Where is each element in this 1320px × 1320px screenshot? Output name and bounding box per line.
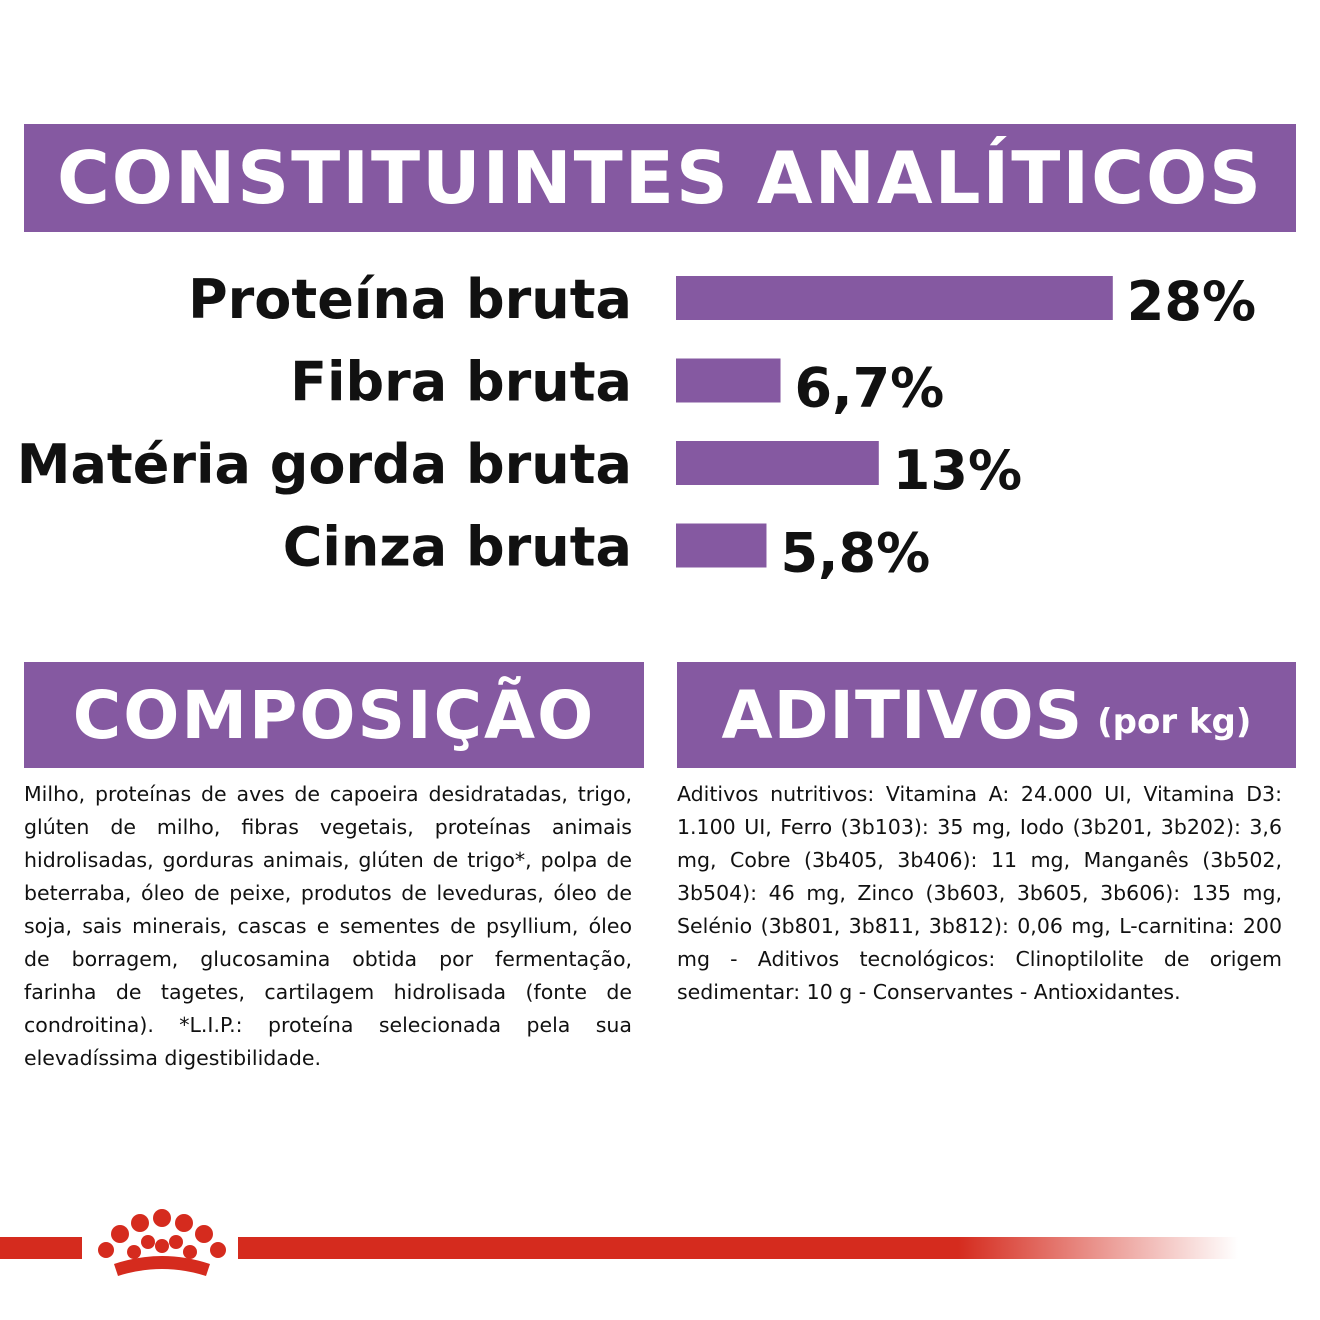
value-label: 28% (1127, 270, 1256, 333)
additives-text: Aditivos nutritivos: Vitamina A: 24.000 … (677, 782, 1282, 1004)
bar (676, 523, 767, 568)
composition-title: COMPOSIÇÃO (72, 676, 596, 754)
value-label: 5,8% (780, 522, 930, 585)
category-label: Matéria gorda bruta (17, 433, 632, 496)
category-label: Cinza bruta (283, 516, 632, 579)
bar (676, 276, 1113, 320)
royal-canin-crown-icon (98, 1209, 226, 1276)
analytics-banner: CONSTITUINTES ANALÍTICOS (24, 124, 1296, 232)
additives-banner: ADITIVOS (por kg) (677, 662, 1296, 768)
analytics-title: CONSTITUINTES ANALÍTICOS (56, 136, 1264, 220)
category-label: Fibra bruta (290, 351, 632, 414)
footer-red-line-left (0, 1237, 82, 1259)
footer-red-line-right (238, 1237, 1238, 1259)
bar (676, 358, 781, 403)
category-label: Proteína bruta (188, 268, 632, 331)
value-label: 6,7% (795, 357, 945, 420)
bar (676, 441, 879, 485)
value-label: 13% (893, 439, 1022, 502)
additives-title: ADITIVOS (721, 676, 1084, 754)
composition-text: Milho, proteínas de aves de capoeira des… (24, 782, 632, 1070)
additives-subtitle: (por kg) (1097, 702, 1252, 742)
analytics-bar-chart: Proteína bruta 28% Fibra bruta 6,7% Matéria … (17, 268, 1256, 585)
composition-banner: COMPOSIÇÃO (24, 662, 644, 768)
